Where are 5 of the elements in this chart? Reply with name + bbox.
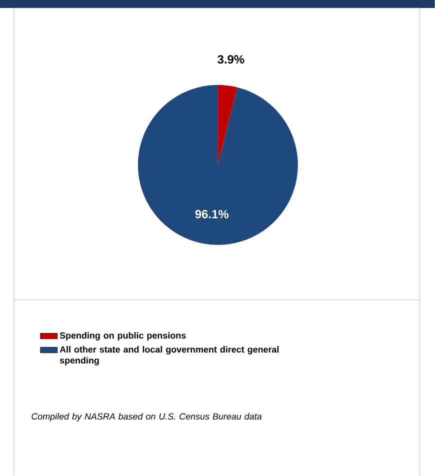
text: Compiled by NASRA based on U.S. Census Bureau data — [32, 413, 262, 422]
data-label: 3.9% — [218, 55, 244, 64]
data-label: 96.1% — [195, 210, 229, 218]
legend-label: Spending on public pensions — [60, 332, 186, 340]
legend-label: All other state and local government direct general spending — [60, 346, 279, 366]
